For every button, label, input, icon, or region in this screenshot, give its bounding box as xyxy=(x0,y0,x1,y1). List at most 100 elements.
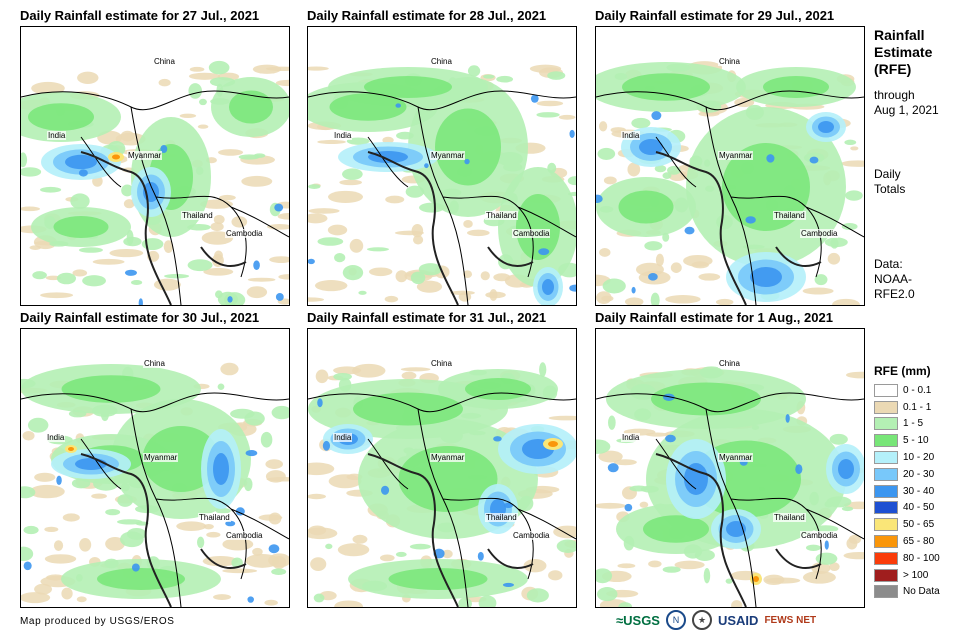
rainfall-area xyxy=(631,117,651,129)
coastline xyxy=(655,453,822,607)
rainfall-area xyxy=(598,450,623,463)
coastline xyxy=(80,453,247,607)
rainfall-area xyxy=(130,280,143,285)
rainfall-area xyxy=(220,362,239,376)
rainfall-area xyxy=(187,223,211,231)
rainfall-area xyxy=(78,169,88,177)
rainfall-map: China India Myanmar Thailand Cambodia xyxy=(595,26,865,306)
rainfall-area xyxy=(317,237,344,246)
rainfall-area xyxy=(617,563,636,569)
rainfall-area xyxy=(75,573,83,582)
rainfall-area xyxy=(558,262,576,278)
legend-item: No Data xyxy=(874,584,966,601)
rainfall-area xyxy=(160,145,168,153)
rainfall-area xyxy=(121,184,134,197)
rainfall-area xyxy=(460,412,482,419)
rainfall-area xyxy=(503,502,514,508)
rainfall-area xyxy=(379,554,395,562)
rainfall-area xyxy=(388,568,488,590)
rainfall-area xyxy=(829,562,840,571)
rainfall-area xyxy=(624,503,633,512)
rainfall-area xyxy=(639,501,649,508)
legend-label: 30 - 40 xyxy=(903,485,935,497)
rainfall-area xyxy=(463,270,473,279)
rainfall-area xyxy=(411,223,424,238)
rainfall-area xyxy=(231,557,243,568)
rainfall-area xyxy=(815,552,838,565)
rainfall-area xyxy=(317,139,346,144)
rainfall-area xyxy=(120,482,130,492)
legend-swatch xyxy=(874,551,898,565)
rainfall-area xyxy=(662,172,672,180)
rainfall-area xyxy=(845,190,863,201)
legend-item: 5 - 10 xyxy=(874,432,966,449)
rainfall-area xyxy=(317,398,323,408)
rainfall-area xyxy=(362,580,388,592)
rainfall-area xyxy=(116,519,143,525)
legend-swatch xyxy=(874,434,898,448)
rainfall-area xyxy=(698,273,721,281)
data-source-line: RFE2.0 xyxy=(874,287,915,301)
rainfall-area xyxy=(840,160,864,167)
rainfall-area xyxy=(264,599,278,606)
map-canvas xyxy=(21,60,289,305)
rainfall-area xyxy=(526,588,549,603)
rainfall-area xyxy=(105,536,125,551)
rainfall-area xyxy=(82,275,106,287)
rainfall-area xyxy=(832,298,860,305)
map-label-cambodia: Cambodia xyxy=(512,531,551,540)
country-border xyxy=(308,90,576,305)
rainfall-area xyxy=(599,248,611,257)
rainfall-area xyxy=(597,147,616,160)
rainfall-area xyxy=(97,568,185,590)
rainfall-area xyxy=(27,417,49,433)
rainfall-area xyxy=(644,241,663,251)
credit-text: Map produced by USGS/EROS xyxy=(20,616,175,627)
rainfall-area xyxy=(650,292,660,305)
rainfall-area xyxy=(71,478,91,489)
rainfall-area xyxy=(252,64,282,74)
rainfall-area xyxy=(547,71,566,80)
coastline xyxy=(655,151,822,305)
usaid-logo: USAID xyxy=(717,612,759,628)
rainfall-area xyxy=(449,200,459,214)
rainfall-area xyxy=(308,297,325,302)
rainfall-area xyxy=(493,436,502,442)
rainfall-area xyxy=(805,544,821,552)
panel-title: Daily Rainfall estimate for 27 Jul., 202… xyxy=(20,8,260,23)
legend-label: 80 - 100 xyxy=(903,552,940,564)
rainfall-area xyxy=(567,191,576,197)
rainfall-area xyxy=(209,77,236,87)
rainfall-area xyxy=(497,151,523,167)
daily-totals-text: Daily Totals xyxy=(874,167,964,197)
rainfall-area xyxy=(547,162,557,174)
rainfall-area xyxy=(179,113,197,118)
rainfall-area xyxy=(23,525,39,535)
legend-label: 50 - 65 xyxy=(903,519,935,531)
map-label-thailand: Thailand xyxy=(485,211,518,220)
rainfall-area xyxy=(418,263,443,276)
rainfall-area xyxy=(435,108,501,186)
rainfall-area xyxy=(49,241,69,247)
rainfall-area xyxy=(802,287,834,295)
rainfall-area xyxy=(40,186,62,193)
map-label-myanmar: Myanmar xyxy=(430,453,466,462)
legend-title: RFE (mm) xyxy=(874,364,931,378)
rainfall-area xyxy=(92,258,125,265)
rainfall-area xyxy=(227,296,233,303)
rainfall-area xyxy=(496,75,514,83)
map-label-cambodia: Cambodia xyxy=(800,229,839,238)
rainfall-area xyxy=(596,439,611,454)
rainfall-area xyxy=(704,159,711,167)
rainfall-area xyxy=(65,154,97,170)
rainfall-area xyxy=(838,459,854,479)
rainfall-area xyxy=(385,195,405,204)
legend-swatch xyxy=(874,535,898,549)
legend-label: 0 - 0.1 xyxy=(903,384,932,396)
rainfall-area xyxy=(608,415,616,430)
rainfall-area xyxy=(480,271,490,281)
rainfall-area xyxy=(483,74,495,79)
data-label: Data: xyxy=(874,257,903,271)
rainfall-area xyxy=(465,378,531,400)
rainfall-area xyxy=(213,453,229,485)
